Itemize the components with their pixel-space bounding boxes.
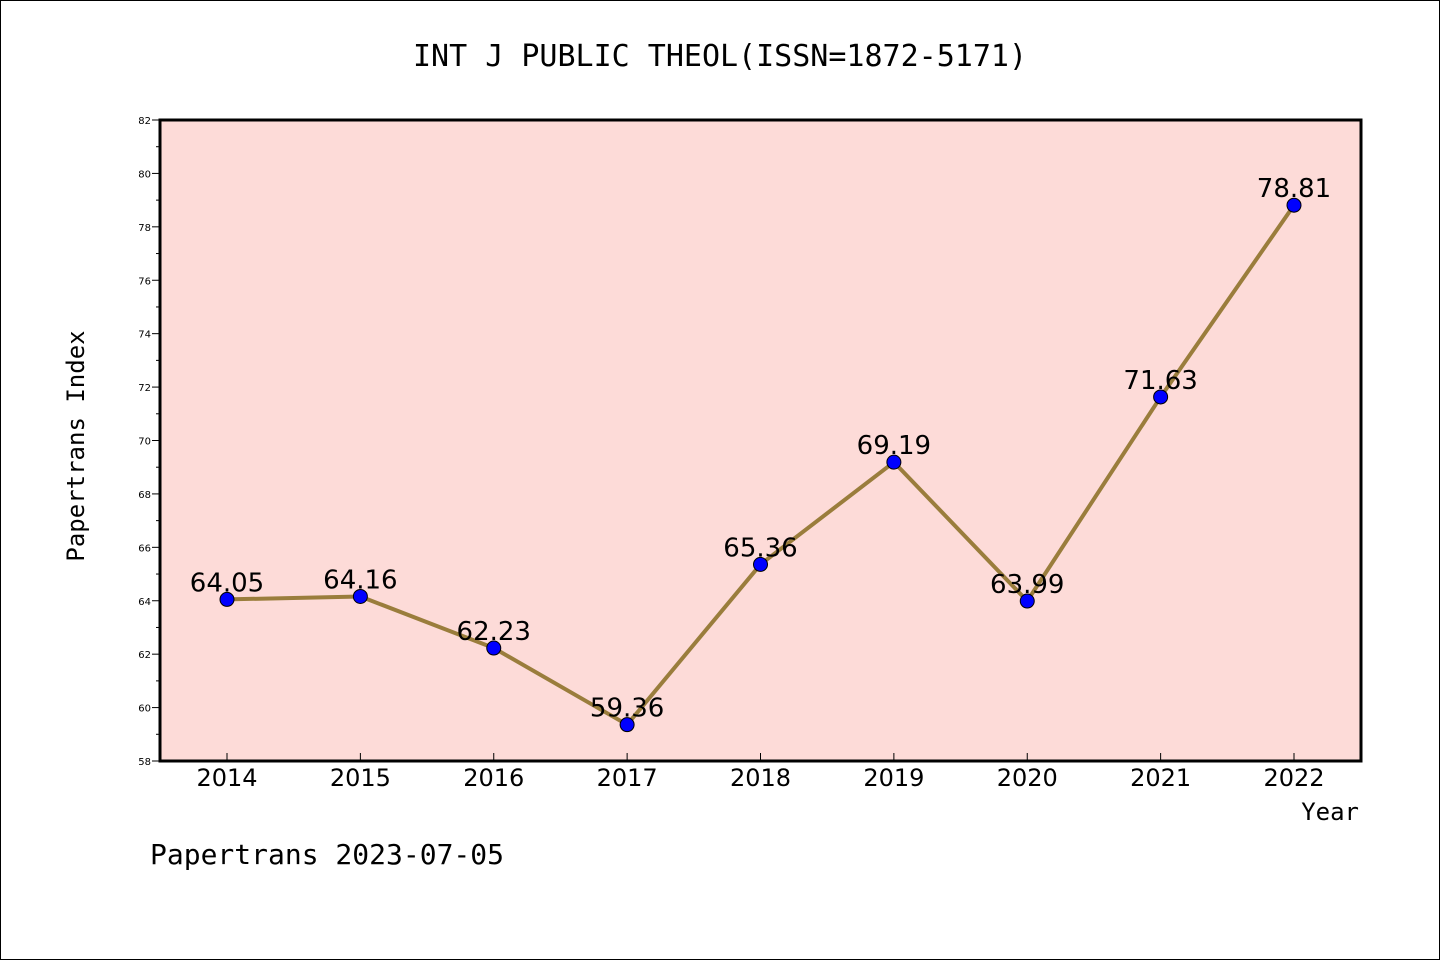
y-tick-label: 74 xyxy=(138,330,151,341)
y-tick-label: 58 xyxy=(138,757,151,768)
y-axis-title: Papertrans Index xyxy=(62,330,90,561)
x-tick-label: 2022 xyxy=(1263,764,1324,792)
y-tick-label: 70 xyxy=(138,437,151,448)
data-point xyxy=(1019,593,1035,609)
data-label: 64.16 xyxy=(323,565,397,595)
data-label: 62.23 xyxy=(457,617,531,647)
y-tick-label: 60 xyxy=(138,704,151,715)
data-labels: 64.05 64.16 62.23 59.36 65.36 69.19 63.99 71.63… xyxy=(190,174,1331,723)
data-point xyxy=(619,717,635,733)
y-tick-label: 82 xyxy=(138,116,151,127)
x-axis-title: Year xyxy=(1301,798,1359,826)
x-tick-label: 2017 xyxy=(597,764,658,792)
y-tick-label: 66 xyxy=(138,543,151,554)
y-tick-label: 64 xyxy=(138,597,151,608)
footer-watermark: Papertrans 2023-07-05 xyxy=(150,838,504,871)
chart-title: INT J PUBLIC THEOL(ISSN=1872-5171) xyxy=(413,39,1027,74)
data-label: 64.05 xyxy=(190,568,264,598)
y-tick-label: 80 xyxy=(138,169,151,180)
data-label: 69.19 xyxy=(857,431,931,461)
data-markers xyxy=(219,197,1302,733)
y-axis-ticks: 58 60 62 64 66 68 70 72 74 76 78 80 82 xyxy=(138,116,160,768)
x-axis-ticks: 2014 2015 2016 2017 2018 2019 2020 2021 2022 xyxy=(196,753,1325,792)
y-tick-label: 72 xyxy=(138,383,151,394)
data-label: 71.63 xyxy=(1123,366,1197,396)
y-tick-label: 78 xyxy=(138,223,151,234)
plot-border xyxy=(158,118,1363,763)
data-point xyxy=(1286,197,1302,213)
plot-area xyxy=(160,120,1361,761)
data-point xyxy=(886,454,902,470)
data-point xyxy=(1153,389,1169,405)
y-tick-label: 68 xyxy=(138,490,151,501)
data-label: 65.36 xyxy=(723,533,797,563)
x-tick-label: 2021 xyxy=(1130,764,1191,792)
data-point xyxy=(219,591,235,607)
y-tick-label: 76 xyxy=(138,276,151,287)
x-tick-label: 2016 xyxy=(463,764,524,792)
y-tick-label: 62 xyxy=(138,650,151,661)
x-tick-label: 2014 xyxy=(196,764,257,792)
data-point xyxy=(352,588,368,604)
data-label: 78.81 xyxy=(1257,174,1331,204)
data-point xyxy=(486,640,502,656)
x-tick-label: 2019 xyxy=(863,764,924,792)
x-tick-label: 2015 xyxy=(330,764,391,792)
x-tick-label: 2018 xyxy=(730,764,791,792)
data-label: 63.99 xyxy=(990,570,1064,600)
x-tick-label: 2020 xyxy=(997,764,1058,792)
data-point xyxy=(753,556,768,572)
data-label: 59.36 xyxy=(590,694,664,724)
